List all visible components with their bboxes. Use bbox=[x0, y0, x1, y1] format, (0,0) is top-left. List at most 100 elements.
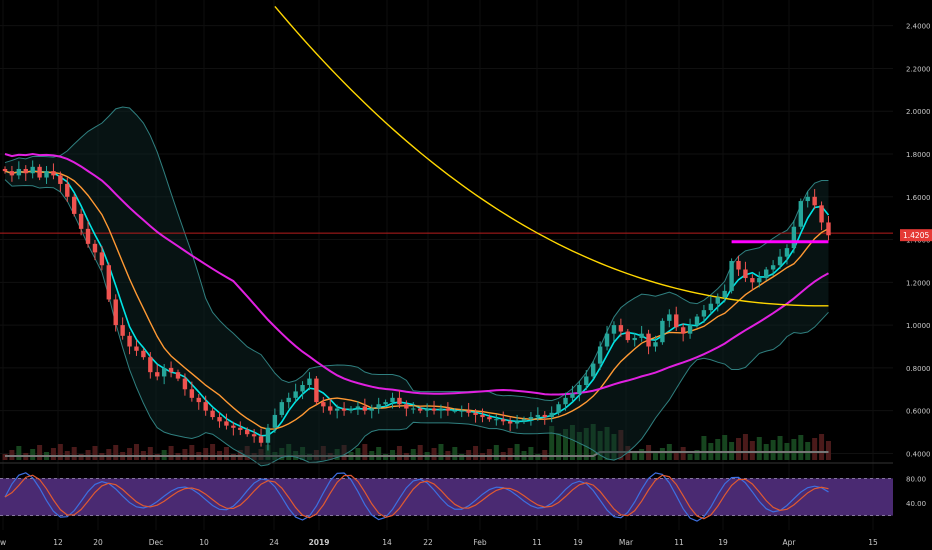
volume-bar bbox=[30, 449, 36, 460]
volume-bar bbox=[258, 449, 264, 460]
last-price-badge bbox=[900, 229, 932, 242]
time-tick-label: 11 bbox=[532, 538, 542, 547]
ma-long-line bbox=[4, 152, 829, 396]
volume-bar bbox=[113, 445, 119, 460]
candle-body bbox=[9, 171, 15, 176]
volume-bar bbox=[493, 445, 499, 460]
volume-bar bbox=[556, 433, 562, 460]
volume-bar bbox=[486, 449, 492, 460]
candle-body bbox=[106, 265, 111, 300]
candle-body bbox=[175, 372, 181, 379]
volume-bar bbox=[736, 438, 742, 460]
volume-bar bbox=[632, 453, 638, 460]
volume-bar bbox=[210, 444, 216, 460]
volume-bar bbox=[611, 434, 617, 460]
price-tick-label: 0.8000 bbox=[906, 365, 931, 373]
candle-body bbox=[341, 408, 347, 411]
candle-body bbox=[334, 408, 340, 411]
bollinger-band bbox=[4, 106, 829, 467]
price-tick-label: 2.4000 bbox=[906, 23, 931, 31]
candle-body bbox=[369, 408, 374, 411]
candle-body bbox=[639, 333, 644, 338]
time-tick-label: 11 bbox=[674, 538, 684, 547]
volume-bars bbox=[2, 424, 831, 460]
candle-body bbox=[189, 389, 195, 398]
candle-body bbox=[203, 402, 208, 411]
volume-bar bbox=[770, 440, 776, 460]
candle-body bbox=[328, 406, 333, 411]
volume-bar bbox=[659, 448, 665, 460]
candle-body bbox=[224, 421, 229, 426]
candle-body bbox=[653, 342, 658, 347]
candle-body bbox=[286, 397, 291, 403]
volume-bar bbox=[286, 444, 292, 460]
candle-body bbox=[528, 417, 534, 420]
time-tick-label: Mar bbox=[619, 538, 634, 547]
volume-bar bbox=[576, 432, 582, 460]
price-axis[interactable]: 2.40002.20002.00001.80001.60001.40001.20… bbox=[900, 23, 932, 509]
volume-bar bbox=[106, 449, 112, 460]
candle-body bbox=[770, 265, 776, 270]
volume-bar bbox=[563, 429, 569, 460]
volume-bar bbox=[825, 441, 831, 460]
candle-body bbox=[549, 412, 554, 418]
time-tick-label: Feb bbox=[473, 538, 487, 547]
volume-bar bbox=[604, 427, 610, 460]
candle-body bbox=[611, 325, 617, 334]
time-tick-label: 15 bbox=[868, 538, 878, 547]
candle-body bbox=[542, 414, 547, 418]
candle-body bbox=[674, 314, 679, 328]
candle-body bbox=[383, 402, 388, 405]
volume-bar bbox=[355, 448, 361, 460]
candle-body bbox=[501, 419, 506, 422]
price-tick-label: 2.2000 bbox=[906, 65, 931, 73]
volume-bar bbox=[320, 446, 326, 460]
time-axis[interactable]: w 12 20 Dec 10 24 2019 14 22 Feb 11 19 Mar 11 19 Apr 15 bbox=[0, 538, 878, 547]
candle-body bbox=[660, 320, 665, 343]
candle-body bbox=[155, 372, 160, 377]
volume-bar bbox=[300, 447, 306, 460]
volume-bar bbox=[168, 446, 174, 460]
candle-body bbox=[452, 410, 457, 412]
candle-body bbox=[65, 183, 70, 197]
candle-body bbox=[584, 376, 589, 385]
candle-body bbox=[494, 419, 499, 421]
oscillator-d-line bbox=[4, 474, 829, 520]
candle-body bbox=[687, 325, 693, 334]
volume-bar bbox=[590, 424, 596, 460]
volume-bar bbox=[569, 425, 575, 460]
candle-body bbox=[667, 314, 672, 321]
candle-body bbox=[134, 346, 139, 351]
time-tick-label: 12 bbox=[53, 538, 63, 547]
candle-body bbox=[798, 201, 803, 227]
candle-body bbox=[680, 327, 686, 334]
candle-body bbox=[777, 256, 783, 266]
candle-body bbox=[120, 325, 125, 336]
time-tick-label: 22 bbox=[423, 538, 433, 547]
candle-body bbox=[438, 408, 444, 411]
candle-body bbox=[750, 278, 755, 283]
candle-body bbox=[321, 402, 326, 407]
candle-body bbox=[591, 363, 596, 377]
ma-very-long-line bbox=[274, 5, 829, 307]
candle-body bbox=[694, 316, 700, 326]
volume-bar bbox=[549, 426, 555, 460]
candle-body bbox=[570, 393, 575, 398]
candle-body bbox=[736, 260, 741, 270]
candle-body bbox=[805, 196, 810, 202]
volume-bar bbox=[722, 435, 728, 460]
time-tick-label: Apr bbox=[783, 538, 797, 547]
candle-body bbox=[431, 408, 437, 411]
volume-bar bbox=[92, 446, 98, 460]
candle-body bbox=[2, 168, 8, 172]
volume-bar bbox=[203, 448, 209, 460]
candle-body bbox=[424, 408, 430, 411]
volume-bar bbox=[133, 444, 139, 460]
volume-bar bbox=[71, 447, 77, 460]
candle-body bbox=[791, 226, 797, 249]
candle-body bbox=[307, 378, 312, 385]
volume-bar bbox=[618, 430, 624, 460]
candle-body bbox=[99, 252, 105, 266]
volume-bar bbox=[50, 448, 56, 460]
